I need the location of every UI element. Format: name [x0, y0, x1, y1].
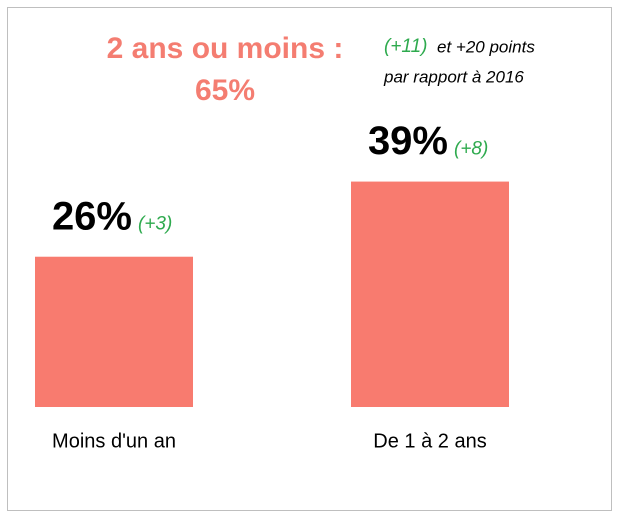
annotation-text: par rapport à 2016: [383, 67, 524, 86]
x-tick-label: De 1 à 2 ans: [373, 430, 486, 452]
bar: [351, 181, 509, 407]
change-label: (+8): [454, 139, 488, 160]
value-label: 39%: [368, 119, 448, 163]
chart-title: 2 ans ou moins :: [107, 32, 344, 65]
annotation-change: (+11): [384, 36, 427, 57]
x-tick-label: Moins d'un an: [52, 430, 176, 452]
change-label: (+3): [138, 214, 172, 235]
value-label: 26%: [52, 194, 132, 238]
bar: [35, 256, 193, 407]
chart-title: 65%: [195, 74, 255, 107]
annotation-text: et +20 points: [437, 37, 535, 56]
